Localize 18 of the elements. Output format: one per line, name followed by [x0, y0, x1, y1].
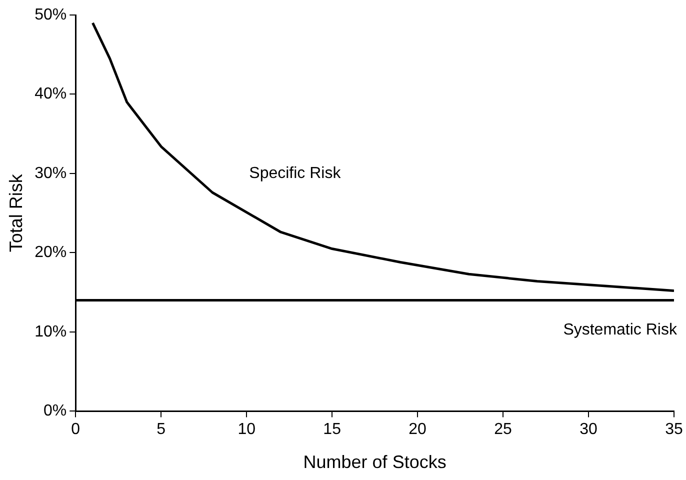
- series-label: Specific Risk: [249, 164, 342, 182]
- x-tick-label: 15: [323, 421, 342, 438]
- x-tick-label: 0: [71, 421, 80, 438]
- x-tick-label: 10: [238, 421, 256, 438]
- x-tick-label: 20: [408, 421, 427, 438]
- y-tick-label: 0%: [44, 402, 67, 420]
- y-tick-label: 30%: [34, 164, 67, 182]
- y-tick-label: 40%: [34, 86, 67, 103]
- x-tick-label: 25: [494, 421, 512, 438]
- y-tick-label: 20%: [34, 244, 67, 262]
- x-axis-title: Number of Stocks: [303, 452, 446, 472]
- x-tick-label: 30: [580, 421, 598, 438]
- y-tick-label: 10%: [34, 323, 67, 340]
- y-tick-label: 50%: [34, 6, 67, 24]
- series-label: Systematic Risk: [563, 321, 678, 338]
- x-tick-label: 5: [156, 421, 166, 438]
- y-axis-title: Total Risk: [6, 173, 26, 252]
- x-tick-label: 35: [665, 421, 683, 438]
